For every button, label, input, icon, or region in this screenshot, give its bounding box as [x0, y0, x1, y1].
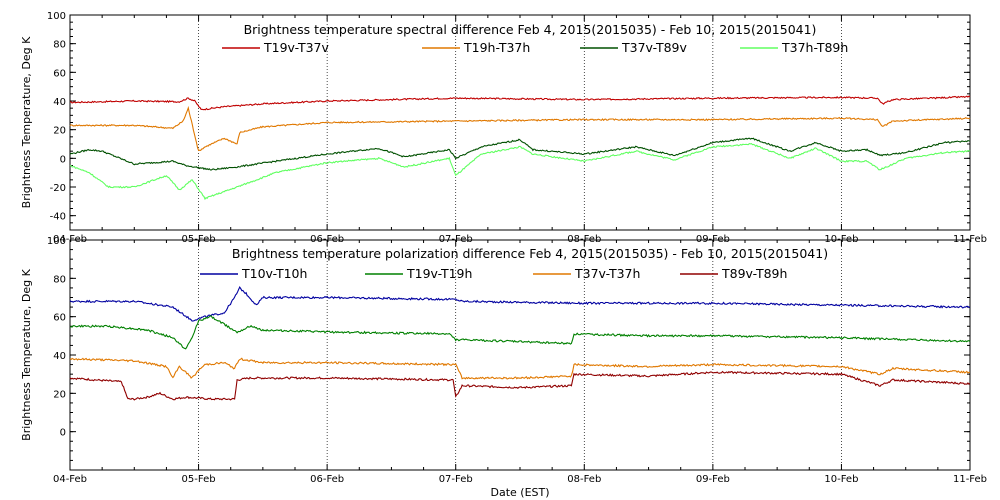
- y-tick-label: 100: [47, 11, 66, 22]
- legend-label: T89v-T89h: [721, 266, 787, 281]
- chart-panel-1: 04-Feb05-Feb06-Feb07-Feb08-Feb09-Feb10-F…: [20, 11, 987, 245]
- y-tick-label: 0: [60, 428, 66, 439]
- x-tick-label: 06-Feb: [310, 474, 344, 485]
- legend-label: T19v-T37v: [263, 40, 330, 55]
- y-tick-label: 20: [53, 126, 66, 137]
- y-tick-label: 60: [53, 313, 66, 324]
- series-line-t37h-t89h: [69, 142, 971, 201]
- y-tick-label: 40: [53, 351, 66, 362]
- legend-label: T37v-T37h: [574, 266, 640, 281]
- legend-label: T19v-T19h: [406, 266, 472, 281]
- series-line-t19v-t37v: [69, 95, 971, 111]
- y-axis-label: Brightness Temperature, Deg K: [20, 36, 33, 208]
- x-tick-label: 11-Feb: [953, 474, 987, 485]
- chart-title: Brightness temperature polarization diff…: [232, 246, 828, 261]
- y-tick-label: 0: [60, 154, 66, 165]
- y-axis-label: Brightness Temperature, Deg K: [20, 268, 33, 440]
- legend-label: T37v-T89v: [621, 40, 688, 55]
- y-tick-label: 20: [53, 389, 66, 400]
- series-line-t37v-t89v: [69, 137, 971, 171]
- x-tick-label: 04-Feb: [53, 474, 87, 485]
- series-line-t19v-t19h: [69, 315, 971, 350]
- legend-label: T10v-T10h: [241, 266, 307, 281]
- x-tick-label: 07-Feb: [439, 474, 473, 485]
- series-line-t89v-t89h: [69, 370, 971, 401]
- series-line-t37v-t37h: [69, 357, 970, 380]
- y-tick-label: -20: [50, 183, 66, 194]
- legend-label: T19h-T37h: [463, 40, 530, 55]
- y-tick-label: 100: [47, 236, 66, 247]
- chart-panel-2: 04-Feb 05-Feb 06-Feb 07-Feb 08-Feb 09-Feb 10-F…: [20, 236, 987, 499]
- x-axis-label: Date (EST): [490, 486, 549, 499]
- legend-label: T37h-T89h: [781, 40, 848, 55]
- y-tick-label: 80: [53, 274, 66, 285]
- series-line-t10v-t10h: [69, 285, 971, 322]
- y-tick-label: 60: [53, 68, 66, 79]
- y-tick-label: 80: [53, 40, 66, 51]
- x-tick-label: 09-Feb: [696, 474, 730, 485]
- y-tick-label: 40: [53, 97, 66, 108]
- x-tick-label: 05-Feb: [182, 474, 216, 485]
- series-line-t19h-t37h: [69, 105, 971, 152]
- chart-title: Brightness temperature spectral differen…: [244, 22, 817, 37]
- x-tick-label: 08-Feb: [567, 474, 601, 485]
- x-tick-label: 10-Feb: [824, 474, 858, 485]
- y-tick-label: -40: [50, 212, 66, 223]
